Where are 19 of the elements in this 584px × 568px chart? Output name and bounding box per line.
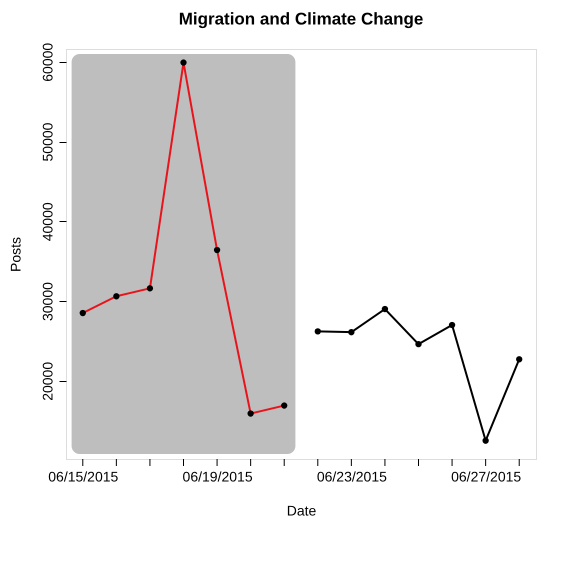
point (516, 356, 522, 362)
y-tick-label: 20000 (40, 362, 56, 401)
chart-title: Migration and Climate Change (178, 9, 424, 28)
y-tick-label: 50000 (40, 122, 56, 162)
x-axis-title: Date (286, 502, 316, 518)
y-axis-title: Posts (8, 236, 24, 272)
point (348, 329, 355, 336)
point (448, 322, 456, 328)
point (314, 328, 321, 335)
x-tick-label: 06/23/2015 (316, 468, 388, 484)
point (415, 340, 422, 348)
x-tick-label: 06/27/2015 (451, 468, 522, 484)
point (482, 438, 489, 444)
x-tick-label: 06/19/2015 (182, 468, 253, 484)
y-tick-label: 60000 (40, 42, 56, 82)
y-tick-label: 40000 (40, 202, 56, 242)
y-tick-label: 30000 (40, 282, 56, 322)
point (382, 306, 388, 312)
x-tick-label: 06/15/2015 (48, 468, 119, 484)
